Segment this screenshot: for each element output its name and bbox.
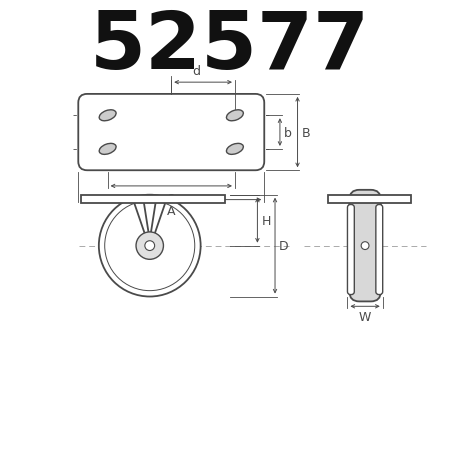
Text: A: A	[167, 204, 175, 217]
Ellipse shape	[99, 144, 116, 155]
Circle shape	[145, 241, 154, 251]
Circle shape	[99, 195, 200, 297]
Text: W: W	[358, 311, 370, 324]
Ellipse shape	[226, 111, 243, 122]
Text: D: D	[278, 240, 288, 252]
Circle shape	[105, 201, 194, 291]
Circle shape	[136, 232, 163, 260]
Text: d: d	[192, 65, 200, 78]
Ellipse shape	[226, 144, 243, 155]
Ellipse shape	[99, 111, 116, 122]
FancyBboxPatch shape	[78, 95, 263, 171]
Text: b: b	[283, 126, 291, 139]
Bar	[327, 195, 410, 203]
Text: a: a	[167, 190, 175, 203]
Text: H: H	[261, 214, 270, 227]
Bar	[81, 195, 224, 203]
FancyBboxPatch shape	[375, 205, 382, 295]
FancyBboxPatch shape	[347, 205, 353, 295]
Text: B: B	[301, 126, 309, 139]
Text: 52577: 52577	[90, 8, 369, 86]
Circle shape	[360, 242, 368, 250]
FancyBboxPatch shape	[349, 190, 380, 302]
